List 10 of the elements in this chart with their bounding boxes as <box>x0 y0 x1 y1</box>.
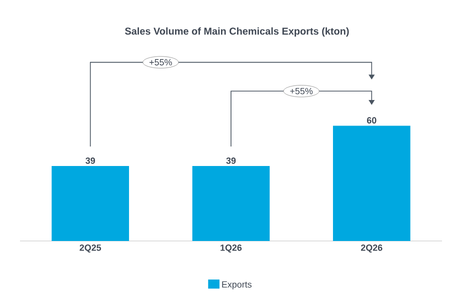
legend-label: Exports <box>222 281 252 290</box>
text: +55% <box>290 88 313 94</box>
chart-title: Sales Volume of Main Chemicals Exports (kton) <box>125 27 349 37</box>
x-tick-label: 2Q26 <box>361 244 382 253</box>
x-tick-label: 2Q25 <box>80 244 102 253</box>
x-tick-label: 1Q26 <box>220 244 242 253</box>
data-label: 60 <box>367 117 376 124</box>
data-label: 39 <box>86 157 95 164</box>
text: +55% <box>150 59 172 66</box>
data-label: 39 <box>226 157 236 164</box>
